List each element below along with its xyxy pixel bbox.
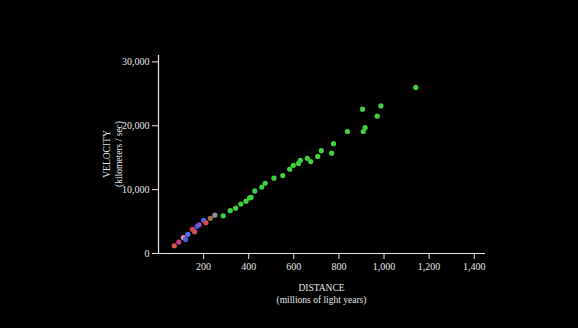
svg-text:600: 600 (286, 261, 301, 272)
svg-text:0: 0 (145, 248, 150, 259)
svg-text:1,200: 1,200 (418, 261, 441, 272)
svg-text:800: 800 (331, 261, 346, 272)
svg-text:20,000: 20,000 (122, 120, 150, 131)
svg-text:1,000: 1,000 (373, 261, 396, 272)
svg-text:30,000: 30,000 (122, 56, 150, 67)
svg-text:10,000: 10,000 (122, 184, 150, 195)
svg-text:DISTANCE(millions of light yea: DISTANCE(millions of light years) (277, 283, 367, 306)
svg-text:200: 200 (196, 261, 211, 272)
svg-text:400: 400 (241, 261, 256, 272)
svg-text:1,400: 1,400 (463, 261, 486, 272)
svg-text:VELOCITY(kilometers / sec): VELOCITY(kilometers / sec) (102, 121, 125, 187)
